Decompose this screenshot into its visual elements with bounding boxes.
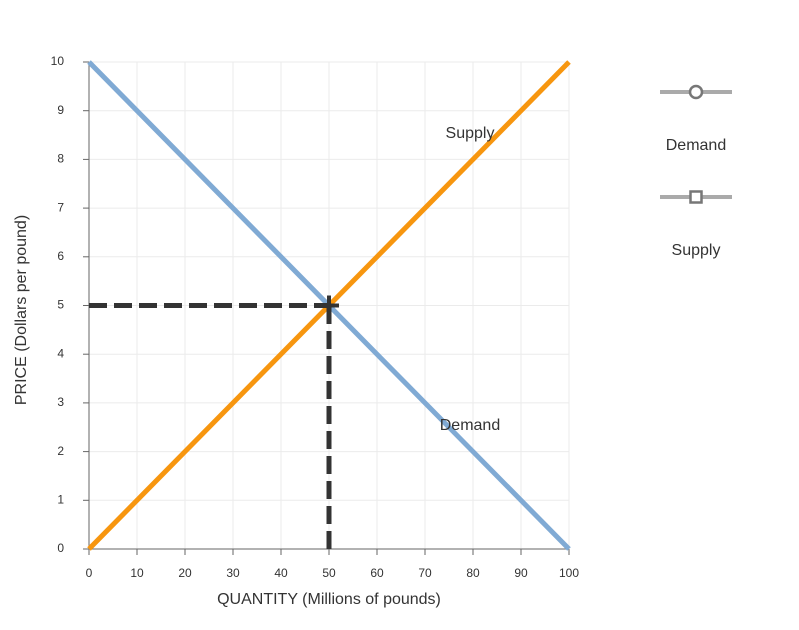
y-tick-label: 8 (57, 152, 64, 166)
legend-marker (688, 84, 704, 100)
x-tick-label: 10 (130, 566, 144, 580)
series-label: Supply (446, 125, 495, 142)
y-tick-label: 0 (57, 541, 64, 555)
y-tick-label: 7 (57, 200, 64, 214)
series-label: Demand (440, 417, 500, 434)
legend-label: Demand (666, 137, 726, 154)
y-tick-label: 4 (57, 346, 64, 360)
y-tick-label: 2 (57, 444, 64, 458)
legend-label: Supply (672, 242, 721, 259)
y-tick-label: 6 (57, 249, 64, 263)
y-axis-label: PRICE (Dollars per pound) (13, 215, 30, 405)
x-tick-label: 50 (322, 566, 336, 580)
x-tick-label: 90 (514, 566, 528, 580)
x-tick-label: 70 (418, 566, 432, 580)
x-tick-label: 0 (86, 566, 93, 580)
equilibrium-point (319, 295, 339, 316)
y-tick-label: 3 (57, 395, 64, 409)
x-tick-label: 20 (178, 566, 192, 580)
x-axis-label: QUANTITY (Millions of pounds) (217, 591, 441, 608)
y-tick-label: 10 (51, 54, 65, 68)
legend-marker (689, 190, 703, 204)
x-tick-label: 40 (274, 566, 288, 580)
x-tick-label: 30 (226, 566, 240, 580)
x-tick-label: 100 (559, 566, 579, 580)
y-tick-label: 5 (57, 298, 64, 312)
x-tick-label: 80 (466, 566, 480, 580)
y-tick-label: 1 (57, 492, 64, 506)
x-tick-label: 60 (370, 566, 384, 580)
y-tick-label: 9 (57, 103, 64, 117)
